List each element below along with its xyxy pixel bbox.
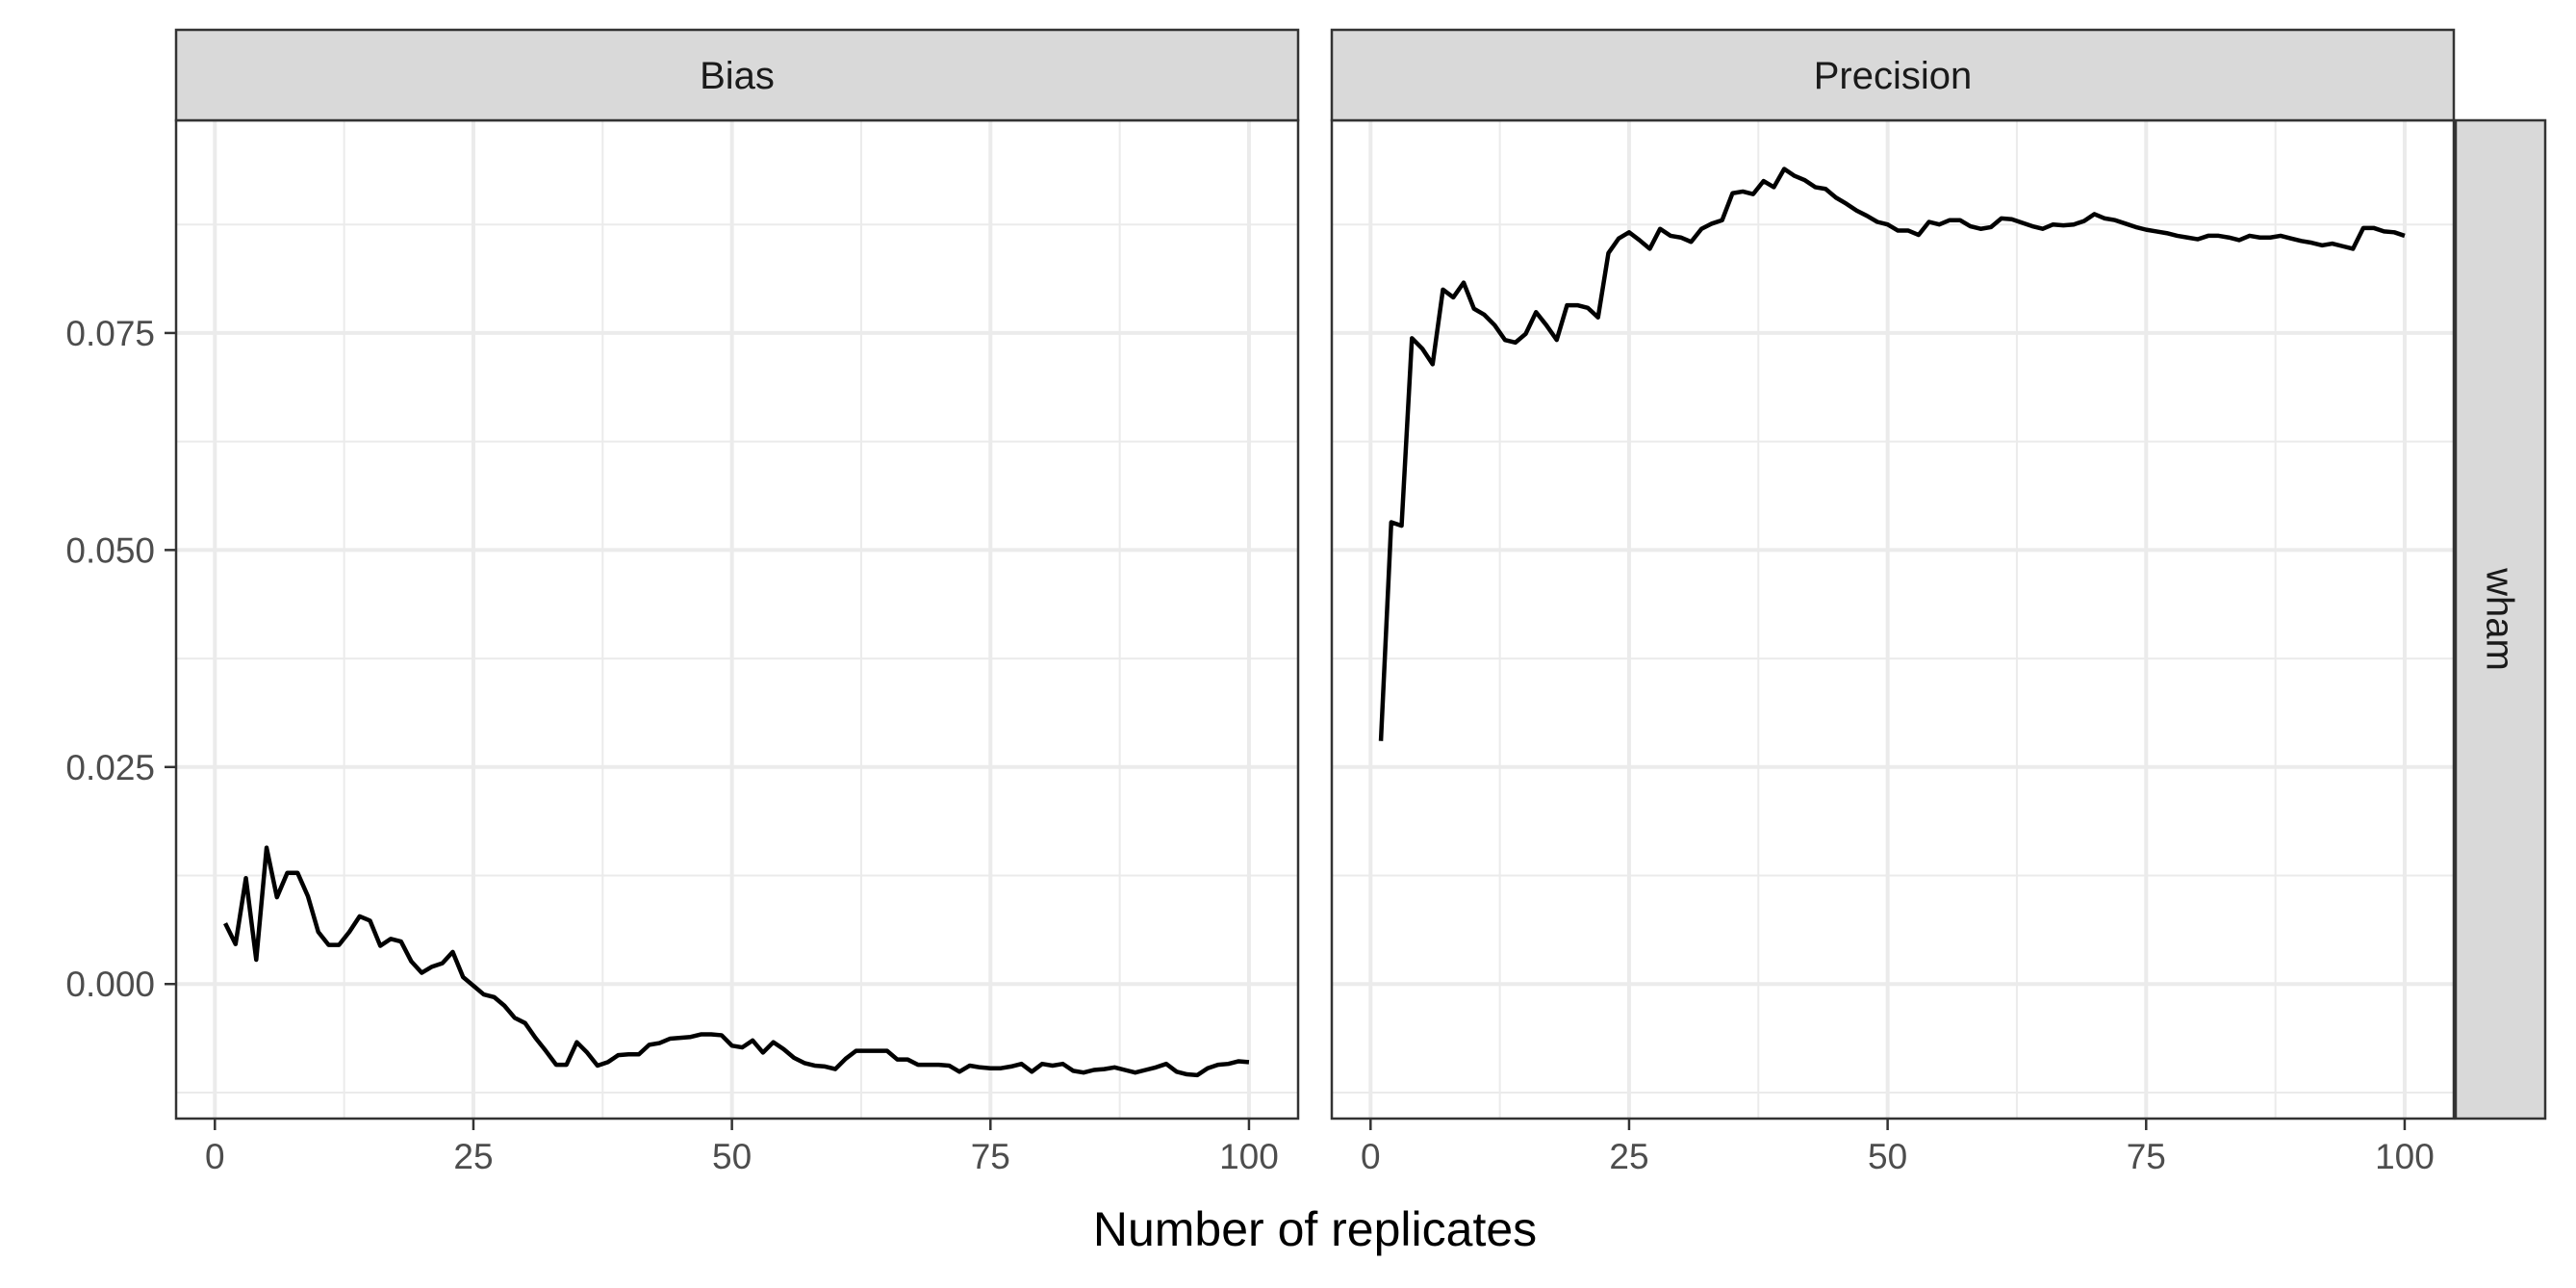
x-tick-label: 50 [712, 1137, 752, 1176]
panel-precision: 0 25 50 75 100 Precision [1330, 28, 2456, 1176]
y-axis: 0.000 0.025 0.050 0.075 [65, 314, 176, 1004]
x-tick-label: 25 [1609, 1137, 1648, 1176]
x-tick-label: 100 [1219, 1137, 1279, 1176]
x-tick-label: 100 [2375, 1137, 2435, 1176]
panel-bias: 0 25 50 75 100 Bias [174, 28, 1300, 1176]
facet-strip-label: Bias [700, 55, 775, 97]
panel-background [176, 120, 1298, 1119]
facet-strip-bias [174, 28, 1300, 122]
y-tick-label: 0.000 [65, 965, 155, 1004]
y-tick-label: 0.025 [65, 748, 155, 787]
series-line-bias [223, 845, 1250, 1078]
x-axis-title: Number of replicates [1093, 1202, 1537, 1256]
row-strip-label: wham [2479, 567, 2521, 671]
facet-strip-precision [1330, 28, 2456, 122]
x-tick-label: 25 [453, 1137, 493, 1176]
y-tick-label: 0.075 [65, 314, 155, 353]
x-tick-label: 75 [971, 1137, 1010, 1176]
y-tick-label: 0.050 [65, 530, 155, 570]
x-tick-label: 0 [1361, 1137, 1381, 1176]
row-strip-box [2454, 118, 2547, 1121]
x-tick-label: 0 [205, 1137, 225, 1176]
facet-strip-label: Precision [1814, 55, 1973, 97]
x-tick-label: 50 [1868, 1137, 1907, 1176]
series-line-precision [1378, 167, 2406, 741]
x-tick-label: 75 [2127, 1137, 2166, 1176]
panel-background [1332, 120, 2454, 1119]
row-strip: wham [2454, 118, 2547, 1121]
